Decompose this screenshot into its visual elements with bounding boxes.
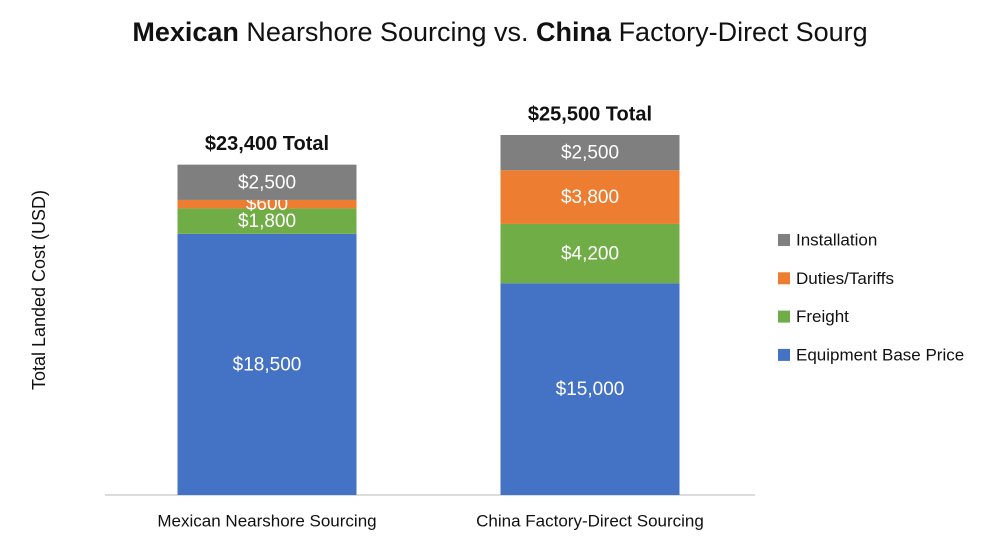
title-run: Nearshore Sourcing vs.: [239, 17, 536, 47]
title-run: China: [536, 17, 612, 47]
x-tick-label: China Factory-Direct Sourcing: [476, 511, 704, 530]
title-run: Mexican: [132, 17, 239, 47]
legend-label: Duties/Tariffs: [796, 269, 894, 288]
legend-swatch: [778, 272, 790, 285]
legend-label: Equipment Base Price: [796, 345, 964, 364]
value-label: $15,000: [556, 379, 625, 400]
total-label: $25,500 Total: [528, 103, 652, 125]
y-axis-label: Total Landed Cost (USD): [29, 190, 49, 390]
value-label: $1,800: [238, 211, 296, 232]
bar-segment: [177, 164, 357, 200]
chart-title: Mexican Nearshore Sourcing vs. China Fac…: [132, 17, 867, 47]
bar-segment: [500, 283, 680, 495]
legend-swatch: [778, 234, 790, 246]
legend-label: Installation: [796, 230, 877, 249]
title-run: Factory-Direct Sourg: [611, 17, 868, 47]
x-tick-label: Mexican Nearshore Sourcing: [157, 511, 376, 530]
legend-swatch: [778, 310, 790, 323]
value-label: $3,800: [561, 187, 619, 208]
bar-segment: [500, 170, 680, 224]
value-label: $4,200: [561, 244, 619, 265]
bar-segment: [177, 208, 357, 234]
bar-segment: [177, 233, 357, 495]
total-label: $23,400 Total: [205, 133, 329, 155]
legend-label: Freight: [796, 307, 849, 326]
bar-segment: [500, 135, 680, 171]
bar-segment: [500, 223, 680, 284]
bar-segment: [177, 199, 357, 209]
value-label: $2,500: [561, 143, 619, 164]
legend-swatch: [778, 348, 790, 361]
value-label: $18,500: [233, 354, 302, 375]
value-label: $2,500: [238, 172, 296, 193]
